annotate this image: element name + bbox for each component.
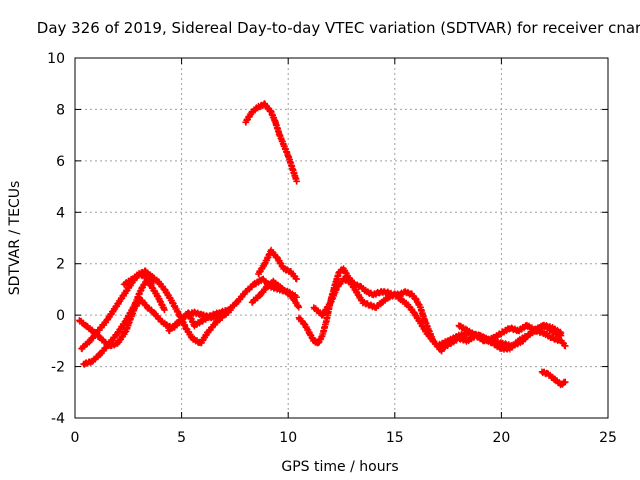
x-tick-label: 15 xyxy=(386,430,404,446)
data-point-markers xyxy=(80,275,158,368)
data-point-markers xyxy=(310,275,437,345)
data-points xyxy=(76,100,569,389)
series-track-8 xyxy=(248,277,303,311)
y-tick-label: 4 xyxy=(56,205,65,221)
series-track-4 xyxy=(120,267,234,347)
x-tick-label: 25 xyxy=(599,430,617,446)
series-track-13 xyxy=(455,321,565,353)
plot-frame xyxy=(74,57,609,419)
data-point-markers xyxy=(538,368,569,389)
data-point-markers xyxy=(455,321,565,353)
y-axis-label: SDTVAR / TECUs xyxy=(7,181,23,296)
data-point-markers xyxy=(248,277,303,311)
data-point-markers xyxy=(165,308,232,335)
axis-ticks: 0 5 10 15 20 25 -4 -2 0 2 4 6 8 10 xyxy=(47,51,617,446)
x-tick-label: 10 xyxy=(279,430,297,446)
series-track-3 xyxy=(80,275,158,368)
y-tick-label: -4 xyxy=(51,411,65,427)
x-tick-label: 0 xyxy=(71,430,80,446)
y-tick-label: 10 xyxy=(47,51,65,67)
data-point-markers xyxy=(242,100,300,185)
y-tick-label: 2 xyxy=(56,257,65,273)
y-tick-label: 0 xyxy=(56,308,65,324)
x-axis-label: GPS time / hours xyxy=(281,459,398,475)
y-tick-label: 8 xyxy=(56,102,65,118)
series-track-5 xyxy=(165,308,232,335)
series-track-14 xyxy=(538,368,569,389)
y-tick-label: -2 xyxy=(51,360,65,376)
x-tick-label: 20 xyxy=(492,430,510,446)
series-track-10 xyxy=(310,275,437,345)
series-track-7 xyxy=(255,246,300,283)
series-track-6 xyxy=(242,100,300,185)
x-tick-label: 5 xyxy=(177,430,186,446)
chart-title: Day 326 of 2019, Sidereal Day-to-day VTE… xyxy=(37,19,640,37)
data-point-markers xyxy=(255,246,300,283)
data-point-markers xyxy=(120,267,234,347)
grid-lines xyxy=(75,58,608,418)
y-tick-label: 6 xyxy=(56,154,65,170)
